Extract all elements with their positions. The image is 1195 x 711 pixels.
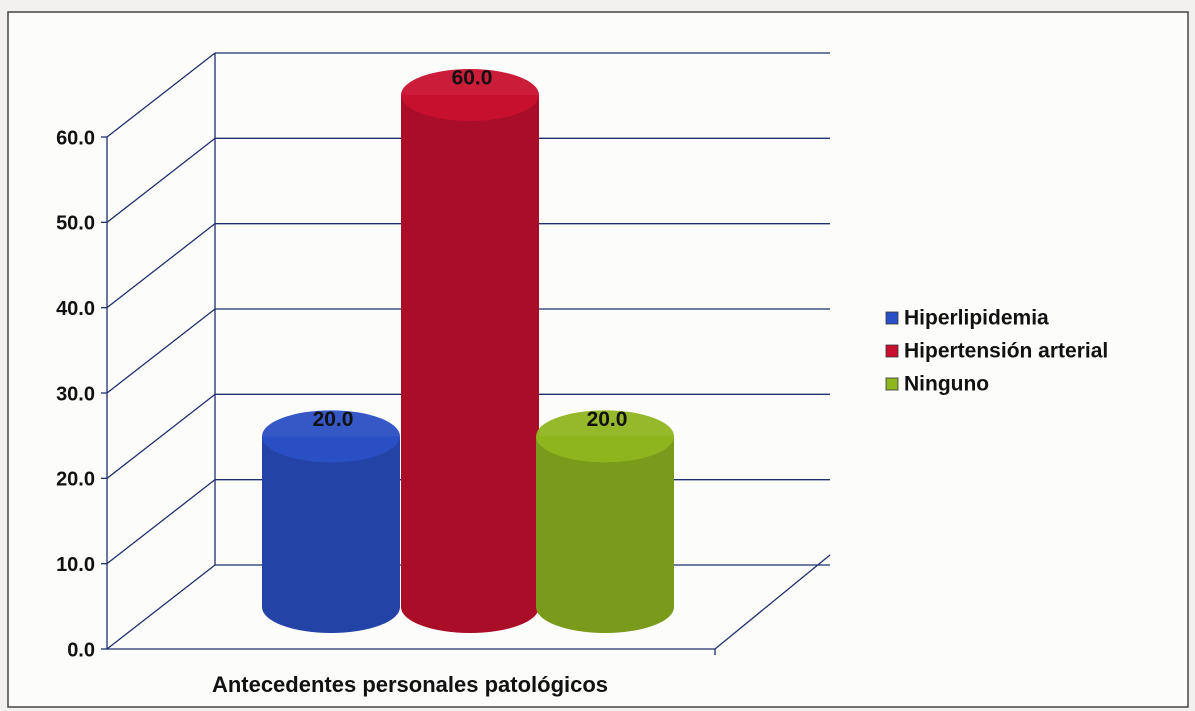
legend-label: Hipertensión arterial [904,340,1108,363]
y-tick-label: 30.0 [56,383,95,405]
y-tick-label: 10.0 [56,554,95,576]
cylinder-body [262,436,400,633]
legend-swatch [885,377,899,391]
grid-diagonal [106,308,216,394]
legend-swatch [885,344,899,358]
y-tick-label: 40.0 [56,298,95,320]
y-tick-label: 20.0 [56,469,95,491]
cylinder-top [262,410,400,463]
y-tick-label: 50.0 [56,213,95,235]
legend-label: Hiperlipidemia [904,307,1049,330]
value-label: 60.0 [452,67,493,90]
grid-diagonal [106,137,216,223]
grid-diagonal [106,393,216,479]
cylinder-body [401,95,539,633]
y-tick-label: 0.0 [67,639,95,661]
legend-label: Ninguno [904,373,989,396]
cylinder-top [401,69,539,121]
grid-diagonal [106,223,216,309]
grid-diagonal [106,479,216,565]
x-category-label: Antecedentes personales patológicos [212,672,608,697]
cylinder-body [536,436,674,633]
y-tick-label: 60.0 [56,127,95,149]
grid-diagonal [106,52,216,138]
cylinder-top [536,410,674,463]
legend-swatch [885,311,899,325]
grid-diagonal [106,564,216,650]
value-label: 20.0 [313,408,354,431]
value-label: 20.0 [587,408,628,431]
